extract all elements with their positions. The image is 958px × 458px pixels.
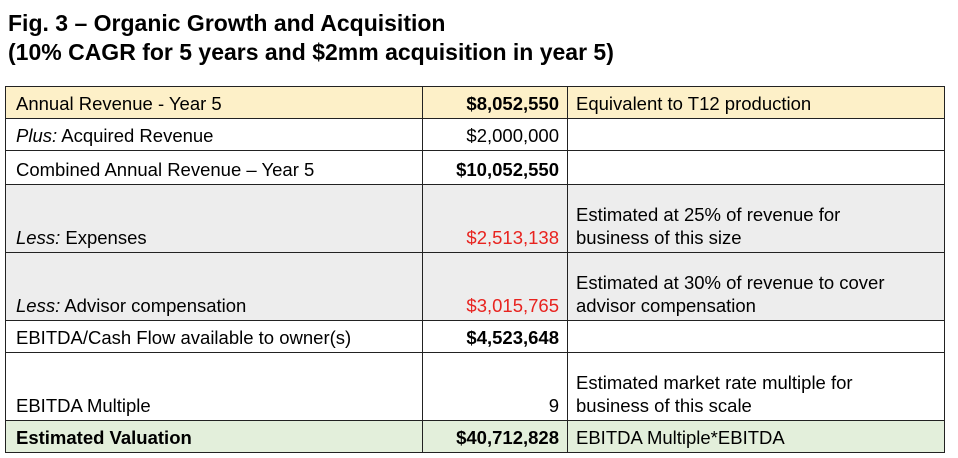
row-label-text: Acquired Revenue (57, 125, 214, 146)
note-line: business of this size (576, 227, 742, 248)
table-row: Combined Annual Revenue – Year 5 $10,052… (5, 150, 945, 185)
row-label-text: Expenses (60, 227, 147, 248)
figure-subtitle: (10% CAGR for 5 years and $2mm acquisiti… (8, 39, 614, 65)
row-value: 9 (422, 352, 568, 421)
table-row: Plus: Acquired Revenue $2,000,000 (5, 118, 945, 151)
row-label-text: Advisor compensation (60, 295, 247, 316)
row-label: EBITDA Multiple (5, 352, 423, 421)
row-note: Estimated at 25% of revenue for business … (567, 184, 945, 253)
valuation-table: Annual Revenue - Year 5 $8,052,550 Equiv… (5, 86, 945, 453)
table-row: Estimated Valuation $40,712,828 EBITDA M… (5, 420, 945, 453)
row-value: $8,052,550 (422, 86, 568, 119)
row-label: Combined Annual Revenue – Year 5 (5, 150, 423, 185)
table-row: EBITDA Multiple 9 Estimated market rate … (5, 352, 945, 421)
row-label: Estimated Valuation (5, 420, 423, 453)
note-line: Estimated market rate multiple for (576, 372, 853, 393)
row-note (567, 320, 945, 353)
row-value: $2,513,138 (422, 184, 568, 253)
note-line: Estimated at 30% of revenue to cover (576, 272, 885, 293)
table-row: Less: Advisor compensation $3,015,765 Es… (5, 252, 945, 321)
row-label: EBITDA/Cash Flow available to owner(s) (5, 320, 423, 353)
table-row: EBITDA/Cash Flow available to owner(s) $… (5, 320, 945, 353)
row-prefix: Less: (16, 295, 61, 316)
note-line: advisor compensation (576, 295, 756, 316)
row-value: $4,523,648 (422, 320, 568, 353)
row-label: Less: Advisor compensation (5, 252, 423, 321)
row-label: Less: Expenses (5, 184, 423, 253)
row-note (567, 118, 945, 151)
note-line: Estimated at 25% of revenue for (576, 204, 841, 225)
table-row: Less: Expenses $2,513,138 Estimated at 2… (5, 184, 945, 253)
row-prefix: Less: (16, 227, 61, 248)
row-note: EBITDA Multiple*EBITDA (567, 420, 945, 453)
row-note: Equivalent to T12 production (567, 86, 945, 119)
note-line: business of this scale (576, 395, 752, 416)
row-value: $40,712,828 (422, 420, 568, 453)
row-value: $10,052,550 (422, 150, 568, 185)
row-note: Estimated at 30% of revenue to cover advi… (567, 252, 945, 321)
row-note (567, 150, 945, 185)
row-label: Plus: Acquired Revenue (5, 118, 423, 151)
row-prefix: Plus: (16, 125, 58, 146)
row-value: $3,015,765 (422, 252, 568, 321)
row-value: $2,000,000 (422, 118, 568, 151)
figure-title: Fig. 3 – Organic Growth and Acquisition (8, 10, 446, 36)
table-row: Annual Revenue - Year 5 $8,052,550 Equiv… (5, 86, 945, 119)
row-label: Annual Revenue - Year 5 (5, 86, 423, 119)
row-note: Estimated market rate multiple for busine… (567, 352, 945, 421)
